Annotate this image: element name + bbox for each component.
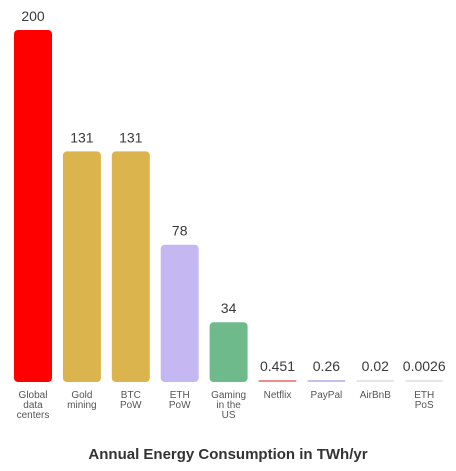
category-label-1: Gold mining: [67, 390, 96, 411]
bars-layer: [14, 30, 444, 382]
category-label-8: ETH PoS: [414, 390, 434, 411]
value-label-3: 78: [172, 223, 188, 239]
value-label-0: 200: [21, 8, 45, 24]
chart-title: Annual Energy Consumption in TWh/yr: [88, 446, 368, 463]
bar-7: [356, 380, 395, 382]
bar-0: [14, 30, 52, 382]
bar-3: [160, 244, 199, 382]
value-label-7: 0.02: [362, 358, 389, 374]
bar-5: [258, 380, 297, 382]
category-labels-layer: Global data centers Gold mining BTC PoW ETH PoW G…: [17, 390, 435, 421]
value-label-4: 34: [221, 300, 237, 316]
category-label-3: ETH PoW: [169, 390, 191, 411]
category-label-7: AirBnB: [360, 390, 391, 401]
bar-2: [111, 151, 150, 382]
bar-6: [307, 380, 346, 382]
category-label-4: Gaming in the US: [211, 390, 246, 421]
value-label-5: 0.451: [260, 358, 295, 374]
bar-4: [209, 322, 248, 382]
bar-1: [62, 151, 101, 382]
value-labels-layer: 200 131 131 78 34 0.451 0.26 0.02 0.0026: [21, 8, 445, 374]
category-label-2: BTC PoW: [120, 390, 142, 411]
category-label-0: Global data centers: [17, 390, 50, 421]
bar-8: [405, 380, 444, 382]
value-label-1: 131: [70, 129, 94, 145]
value-label-2: 131: [119, 129, 143, 145]
category-label-5: Netflix: [264, 390, 292, 401]
value-label-8: 0.0026: [403, 358, 446, 374]
value-label-6: 0.26: [313, 358, 340, 374]
category-label-6: PayPal: [311, 390, 343, 401]
